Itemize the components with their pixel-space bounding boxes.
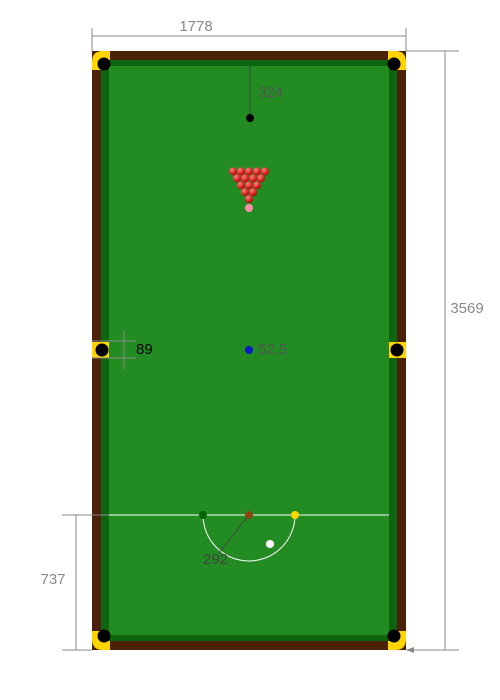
red-ball (237, 181, 245, 190)
red-ball (261, 167, 269, 176)
d-radius-line (218, 514, 250, 554)
red-ball (257, 174, 265, 183)
red-ball (245, 181, 253, 190)
d-radius-label: 292 (203, 551, 228, 568)
pocket-bottom-left (97, 629, 111, 643)
yellow-ball (291, 511, 299, 519)
pocket-middle-right (390, 343, 404, 357)
blue-ball (245, 346, 253, 354)
table-length-label: 3569 (450, 300, 483, 317)
pocket-middle-left (95, 343, 109, 357)
brown-ball (245, 511, 253, 519)
red-ball (253, 167, 261, 176)
pink-ball (245, 204, 253, 212)
red-ball (233, 174, 241, 183)
ball-diameter-label: 52.5 (258, 341, 287, 358)
black-ball (246, 114, 254, 122)
red-ball (245, 167, 253, 176)
baulk-distance-label: 737 (40, 571, 65, 588)
d-semicircle (202, 514, 296, 562)
balls (199, 114, 299, 549)
cue-ball (265, 539, 275, 549)
pocket-top-right (387, 57, 401, 71)
red-ball (253, 181, 261, 190)
pocket-bottom-right (387, 629, 401, 643)
red-ball (229, 167, 237, 176)
red-ball (245, 195, 253, 203)
red-ball (249, 188, 257, 197)
pocket-opening-label: 89 (136, 341, 153, 358)
pockets (95, 57, 404, 643)
red-ball (241, 174, 249, 183)
length-arrow-bottom (406, 647, 414, 653)
pocket-top-left (97, 57, 111, 71)
dimension-lines (62, 28, 459, 651)
red-ball (249, 174, 257, 183)
green-ball (199, 511, 207, 519)
table-width-label: 1778 (179, 18, 212, 35)
black-spot-label: 324 (258, 84, 283, 101)
red-ball (241, 188, 249, 197)
red-ball (237, 167, 245, 176)
red-balls (229, 167, 269, 203)
